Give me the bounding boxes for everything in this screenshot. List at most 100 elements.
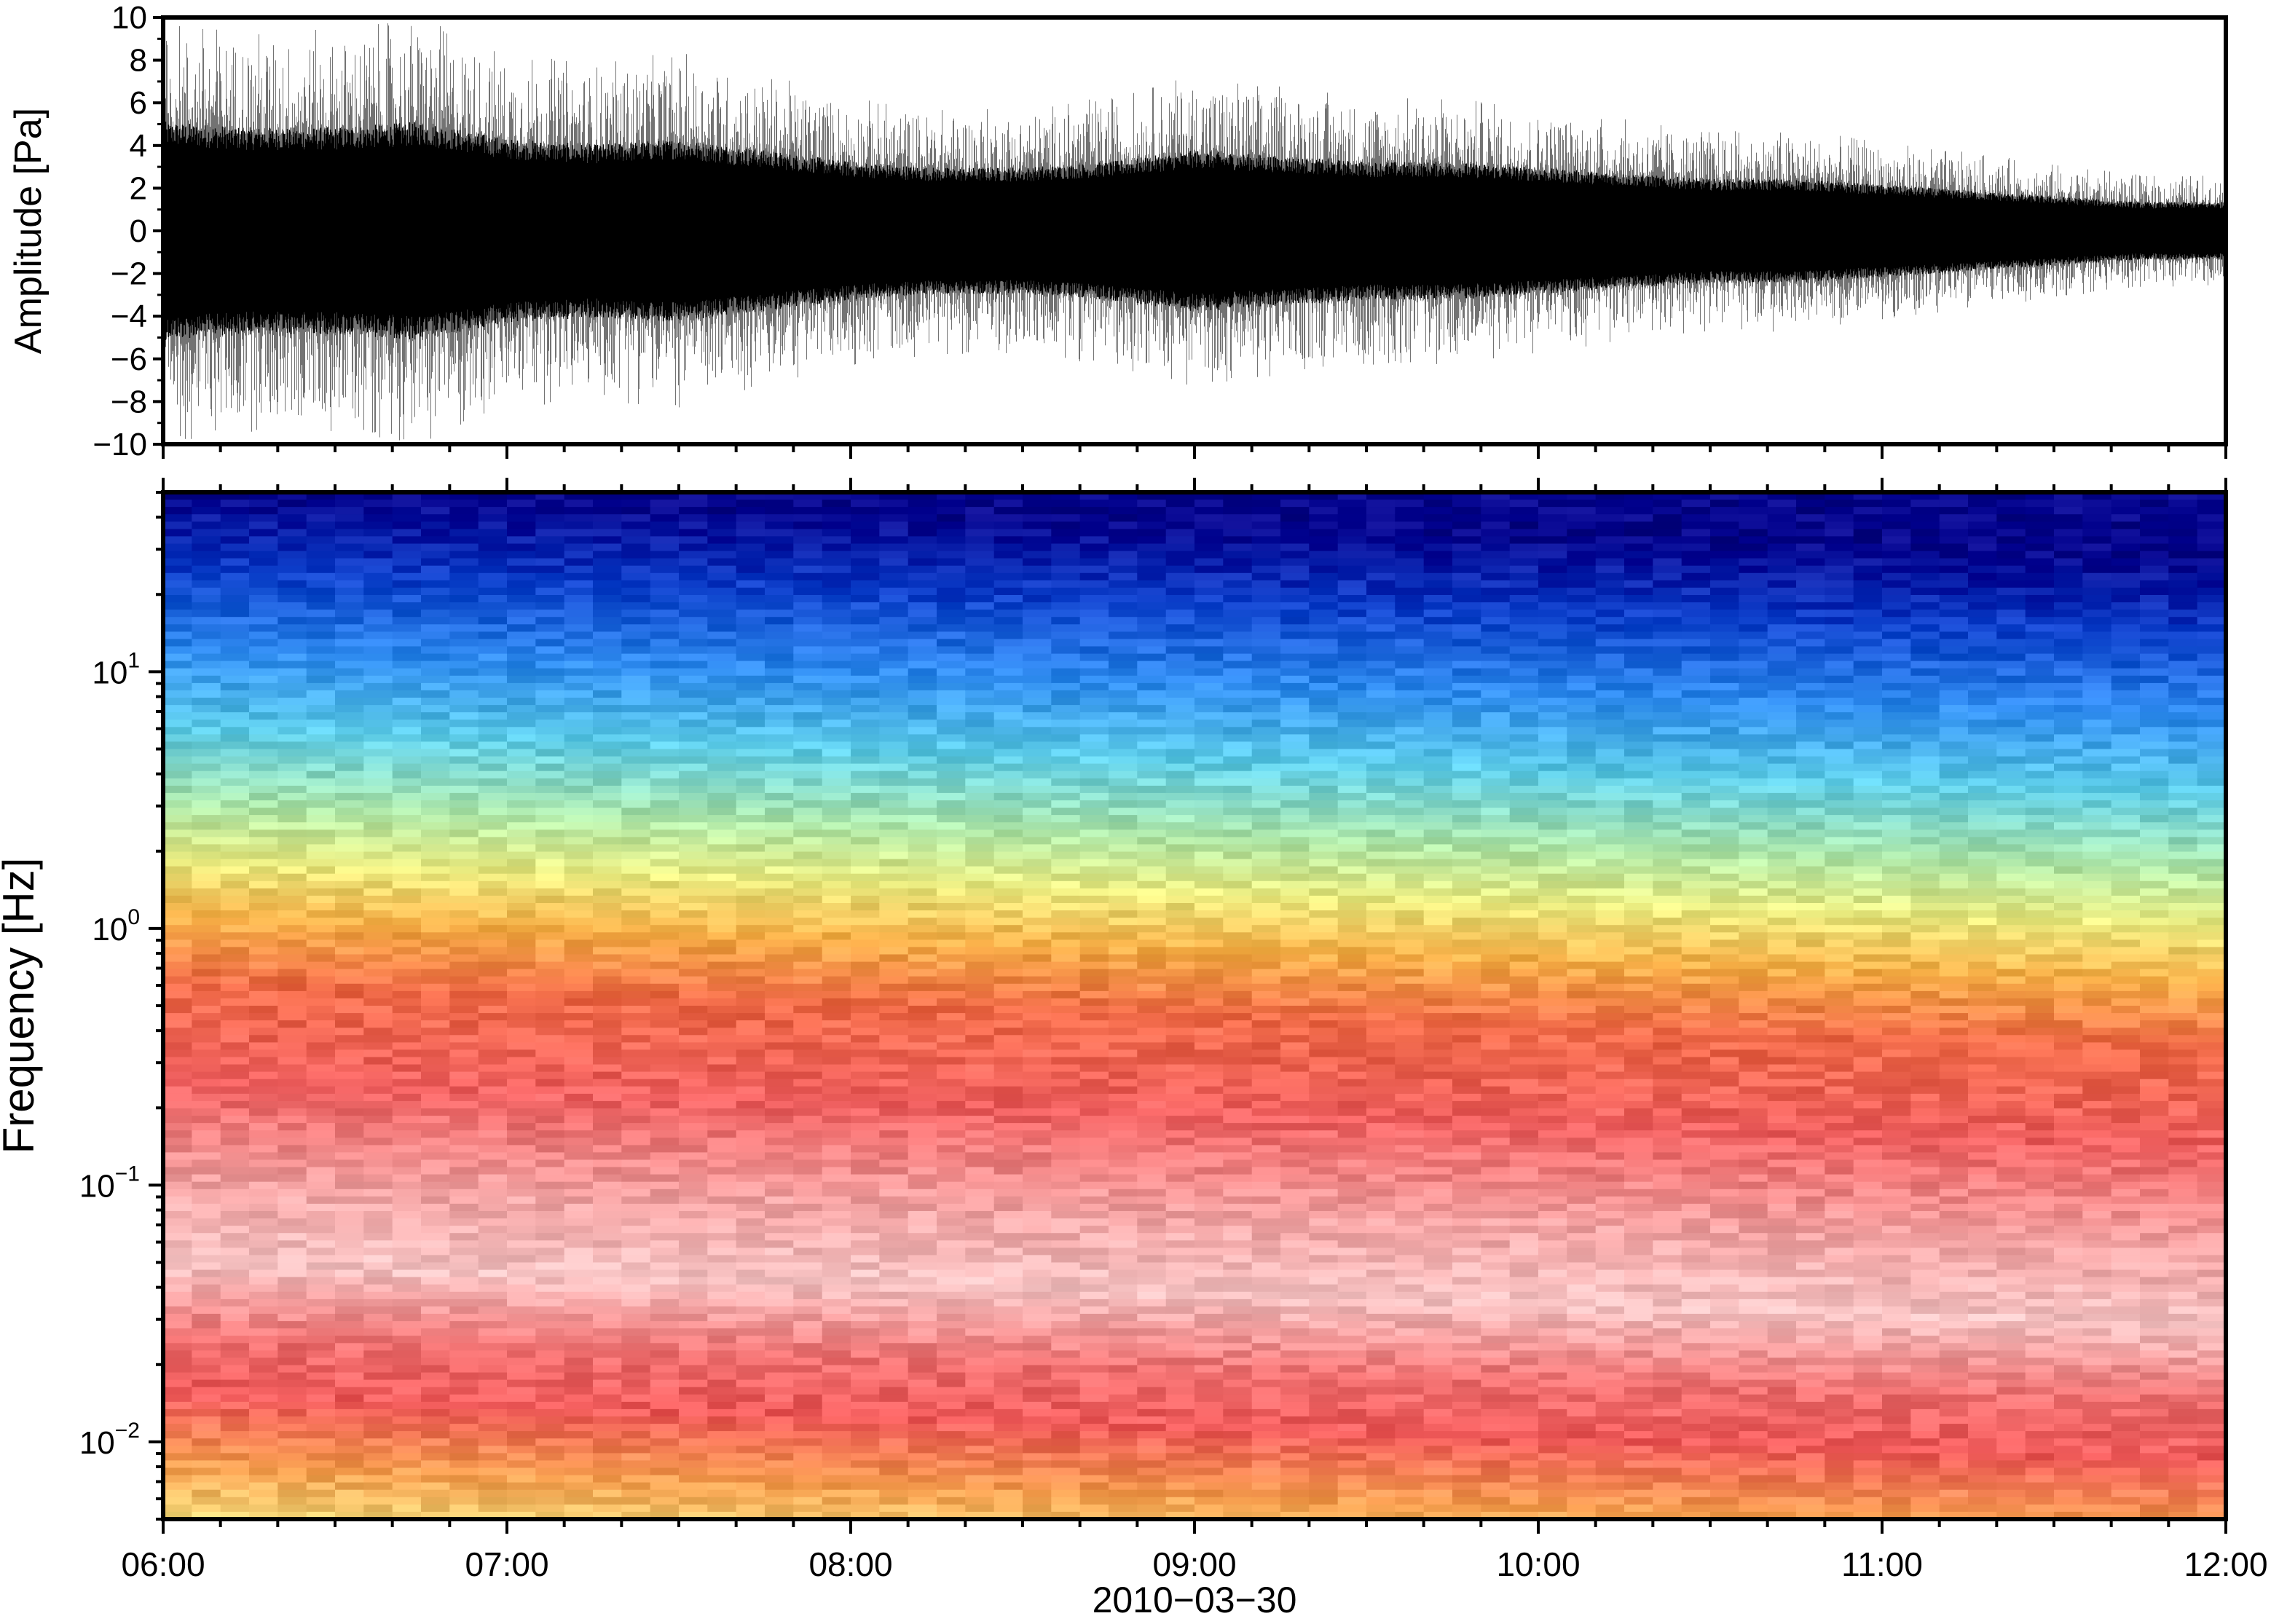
spectrogram-cell [449,1321,479,1329]
spectrogram-cell [822,727,851,735]
spectrogram-cell [650,1013,680,1021]
spectrogram-cell [507,1350,537,1359]
spectrogram-cell [937,1269,967,1278]
spectrogram-cell [822,1298,851,1307]
spectrogram-cell [965,808,995,816]
spectrogram-cell [707,565,737,574]
spectrogram-cell [278,1387,307,1395]
spectrogram-cell [650,1365,680,1373]
spectrogram-cell [163,770,193,779]
spectrogram-cell [650,720,680,728]
spectrogram-cell [822,1365,851,1373]
spectrogram-cell [449,859,479,867]
spectrogram-cell [220,792,250,801]
spectrogram-cell [306,1093,336,1102]
spectrogram-cell [1137,1020,1167,1028]
spectrogram-cell [249,1159,279,1168]
spectrogram-cell [851,1203,881,1212]
spectrogram-cell [851,1218,881,1226]
spectrogram-cell [879,653,909,662]
spectrogram-cell [564,1064,594,1073]
spectrogram-cell [707,602,737,610]
spectrogram-cell [851,822,881,830]
spectrogram-cell [449,1489,479,1498]
spectrogram-cell [478,749,508,757]
spectrogram-cell [937,1145,967,1154]
spectrogram-cell [392,1013,422,1021]
spectrogram-cell [965,1343,995,1351]
spectrogram-cell [392,1336,422,1344]
spectrogram-cell [535,983,565,992]
spectrogram-cell [306,903,336,911]
spectrogram-cell [1023,822,1052,830]
spectrogram-cell [650,690,680,698]
spectrogram-cell [535,514,565,522]
spectrogram-cell [507,918,537,926]
spectrogram-cell [1051,1049,1081,1058]
spectrogram-cell [965,727,995,735]
spectrogram-cell [1023,500,1052,508]
spectrogram-cell [1109,1123,1138,1131]
spectrogram-cell [335,1424,365,1432]
spectrogram-cell [908,954,937,963]
spectrogram-cell [392,1093,422,1102]
spectrogram-cell [192,1226,221,1234]
spectrogram-cell [908,851,937,860]
spectrogram-cell [478,925,508,933]
spectrogram-cell [335,1475,365,1483]
spectrogram-cell [507,1071,537,1080]
spectrogram-cell [1109,1042,1138,1051]
spectrogram-cell [478,720,508,728]
spectrogram-cell [1137,1057,1167,1065]
spectrogram-cell [1023,837,1052,845]
spectrogram-cell [335,822,365,830]
spectrogram-cell [621,1255,651,1264]
spectrogram-cell [621,808,651,816]
spectrogram-cell [793,998,823,1006]
spectrogram-cell [650,749,680,757]
spectrogram-cell [392,1357,422,1366]
spectrogram-cell [363,1086,393,1095]
spectrogram-cell [621,720,651,728]
spectrogram-cell [851,961,881,970]
spectrogram-cell [993,918,1023,926]
spectrogram-cell [707,727,737,735]
spectrogram-cell [163,998,193,1006]
spectrogram-cell [1137,610,1167,618]
spectrogram-cell [1023,646,1052,655]
spectrogram-cell [793,866,823,875]
spectrogram-cell [736,1049,765,1058]
spectrogram-cell [736,903,765,911]
spectrogram-cell [679,1189,709,1197]
spectrogram-cell [535,536,565,545]
spectrogram-cell [851,778,881,787]
spectrogram-cell [1023,1482,1052,1491]
spectrogram-cell [507,1394,537,1403]
spectrogram-cell [249,1093,279,1102]
spectrogram-cell [937,610,967,618]
spectrogram-cell [163,698,193,706]
spectrogram-cell [822,763,851,772]
spectrogram-cell [650,698,680,706]
spectrogram-cell [851,932,881,940]
spectrogram-cell [363,1291,393,1300]
spectrogram-cell [278,543,307,552]
spectrogram-cell [1109,1321,1138,1329]
spectrogram-cell [593,1086,623,1095]
spectrogram-cell [478,1497,508,1505]
spectrogram-cell [679,610,709,618]
spectrogram-cell [993,610,1023,618]
spectrogram-cell [679,1071,709,1080]
spectrogram-cell [679,500,709,508]
spectrogram-cell [937,572,967,581]
spectrogram-cell [993,1028,1023,1036]
spectrogram-cell [851,815,881,823]
spectrogram-cell [535,492,565,500]
spectrogram-cell [908,895,937,904]
spectrogram-cell [621,866,651,875]
spectrogram-cell [908,976,937,985]
spectrogram-cell [163,903,193,911]
spectrogram-cell [1137,1416,1167,1424]
spectrogram-cell [937,1321,967,1329]
spectrogram-cell [220,682,250,691]
